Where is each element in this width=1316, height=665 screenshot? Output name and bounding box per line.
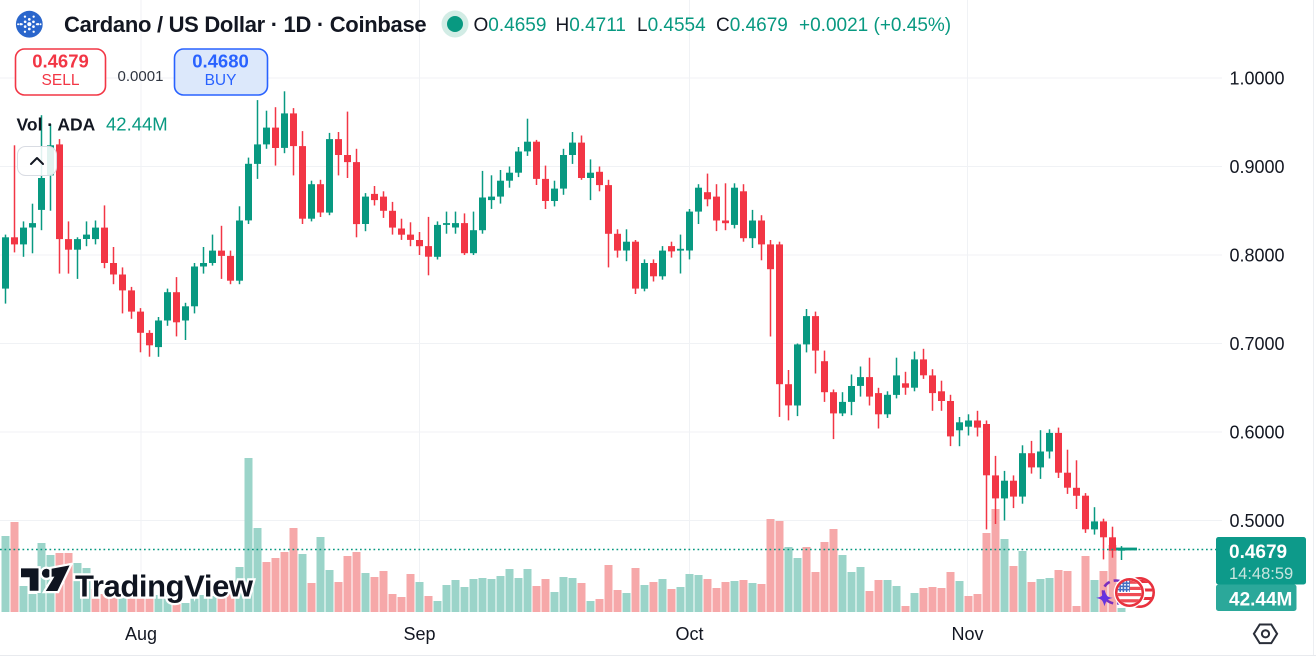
svg-text:TradingView: TradingView [75, 569, 254, 604]
svg-text:SELL: SELL [42, 72, 80, 89]
svg-text:H0.4711: H0.4711 [556, 15, 626, 36]
svg-text:Oct: Oct [675, 624, 703, 644]
svg-text:0.4679: 0.4679 [32, 51, 89, 72]
svg-text:0.6000: 0.6000 [1230, 423, 1285, 443]
svg-text:O0.4659: O0.4659 [474, 15, 547, 36]
svg-text:0.8000: 0.8000 [1230, 246, 1285, 266]
svg-text:Sep: Sep [403, 624, 435, 644]
svg-text:Nov: Nov [951, 624, 983, 644]
svg-text:C0.4679: C0.4679 [716, 15, 788, 36]
svg-text:14:48:59: 14:48:59 [1229, 565, 1293, 583]
svg-text:BUY: BUY [205, 72, 237, 89]
svg-text:Aug: Aug [125, 624, 157, 644]
svg-text:0.7000: 0.7000 [1230, 334, 1285, 354]
svg-text:42.44M: 42.44M [1229, 590, 1292, 611]
svg-text:42.44M: 42.44M [106, 114, 168, 135]
svg-text:0.9000: 0.9000 [1230, 157, 1285, 177]
svg-text:+0.0021 (+0.45%): +0.0021 (+0.45%) [799, 15, 951, 36]
svg-text:L0.4554: L0.4554 [637, 15, 706, 36]
svg-text:1.0000: 1.0000 [1230, 69, 1285, 89]
svg-text:0.4679: 0.4679 [1229, 542, 1287, 563]
svg-text:0.0001: 0.0001 [118, 68, 164, 85]
svg-text:Cardano / US Dollar · 1D · Coi: Cardano / US Dollar · 1D · Coinbase [64, 12, 426, 37]
svg-text:0.5000: 0.5000 [1230, 511, 1285, 531]
svg-text:0.4680: 0.4680 [192, 51, 249, 72]
svg-text:Vol · ADA: Vol · ADA [17, 115, 96, 135]
